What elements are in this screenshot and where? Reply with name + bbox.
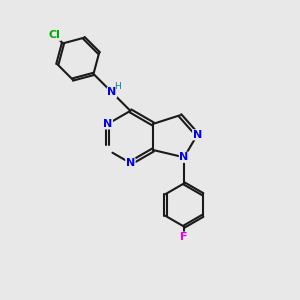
Text: H: H [115, 82, 121, 91]
Text: N: N [179, 152, 189, 162]
Text: N: N [107, 87, 117, 98]
Text: N: N [193, 130, 202, 140]
Text: F: F [180, 232, 188, 242]
Text: N: N [126, 158, 135, 168]
Text: N: N [103, 119, 112, 129]
Text: Cl: Cl [49, 30, 61, 40]
